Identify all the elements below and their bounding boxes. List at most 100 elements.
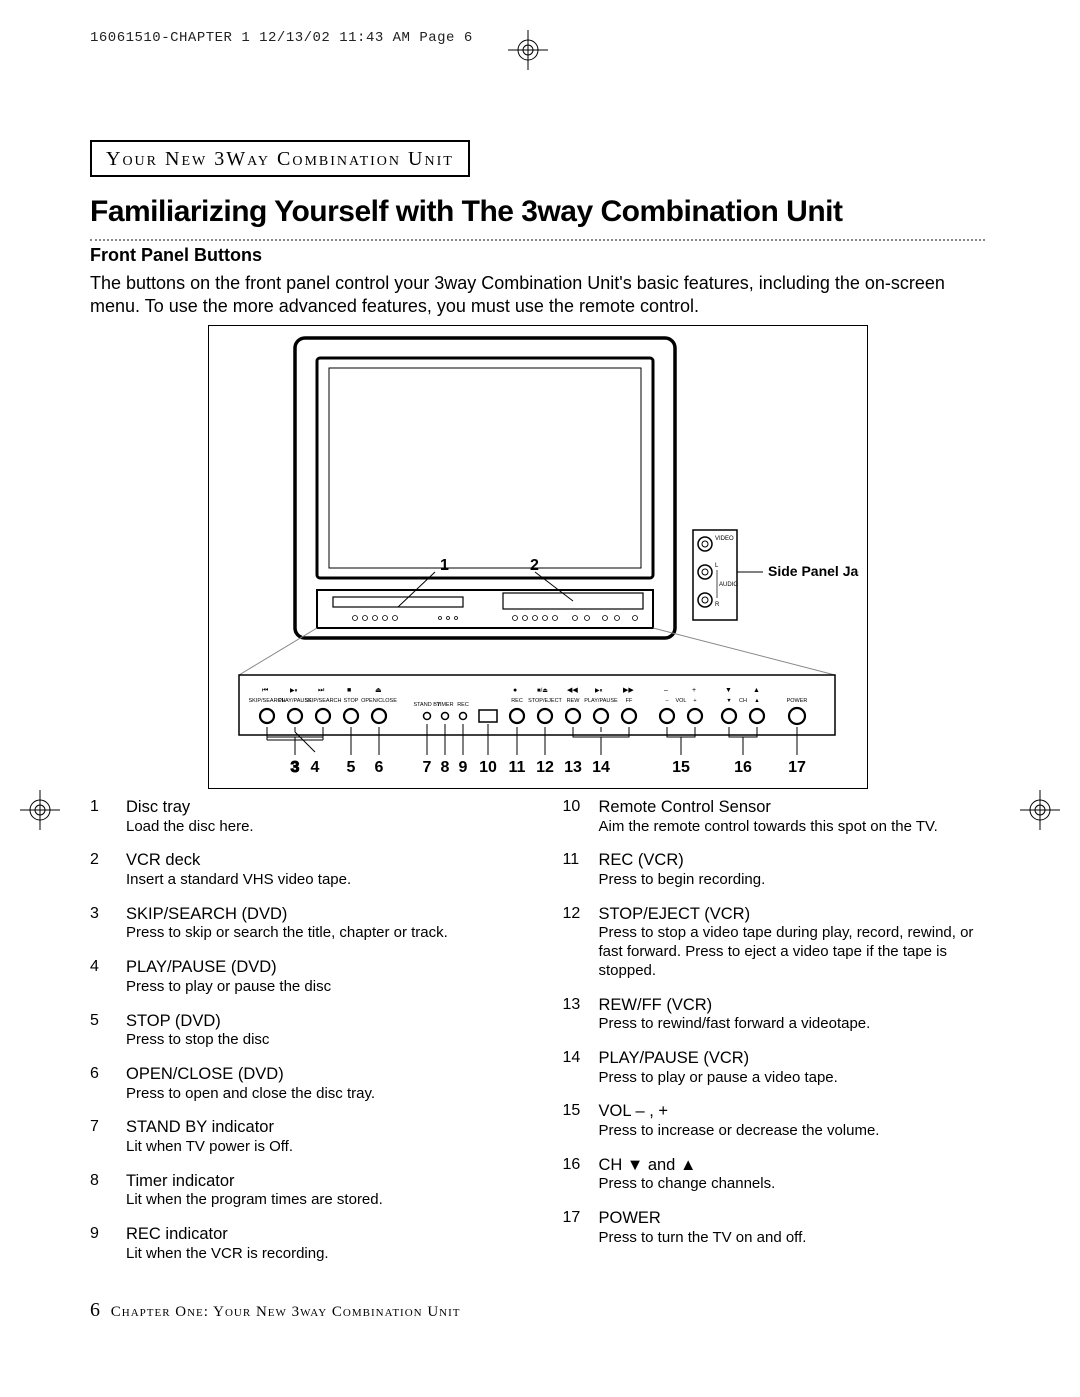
svg-text:9: 9 bbox=[458, 759, 467, 776]
svg-text:▶⏸: ▶⏸ bbox=[595, 688, 603, 694]
svg-text:–: – bbox=[664, 687, 668, 694]
item-number: 13 bbox=[563, 995, 581, 1034]
item-label: PLAY/PAUSE (VCR) bbox=[599, 1048, 838, 1069]
item-label: REC (VCR) bbox=[599, 850, 766, 871]
item-label: STAND BY indicator bbox=[126, 1117, 293, 1138]
item-label: STOP/EJECT (VCR) bbox=[599, 904, 986, 925]
item-desc: Press to change channels. bbox=[599, 1175, 776, 1194]
svg-text:+: + bbox=[692, 687, 696, 694]
svg-text:SKIP/SEARCH: SKIP/SEARCH bbox=[304, 698, 341, 704]
list-item: 4PLAY/PAUSE (DVD)Press to play or pause … bbox=[90, 957, 513, 996]
item-number: 8 bbox=[90, 1171, 108, 1210]
item-label: Remote Control Sensor bbox=[599, 797, 938, 818]
item-desc: Insert a standard VHS video tape. bbox=[126, 871, 351, 890]
item-desc: Press to rewind/fast forward a videotape… bbox=[599, 1015, 871, 1034]
list-item: 3 SKIP/SEARCH (DVD)Press to skip or searc… bbox=[90, 904, 513, 943]
svg-text:CH: CH bbox=[739, 698, 747, 704]
svg-text:–: – bbox=[665, 698, 669, 704]
list-item: 15VOL – , +Press to increase or decrease… bbox=[563, 1101, 986, 1140]
svg-text:REC: REC bbox=[511, 698, 523, 704]
list-item: 1Disc trayLoad the disc here. bbox=[90, 797, 513, 836]
svg-text:AUDIO: AUDIO bbox=[719, 582, 738, 588]
svg-text:▶▶: ▶▶ bbox=[623, 687, 634, 694]
svg-text:OPEN/CLOSE: OPEN/CLOSE bbox=[361, 698, 397, 704]
svg-text:⏮: ⏮ bbox=[262, 687, 268, 694]
item-desc: Press to increase or decrease the volume… bbox=[599, 1122, 880, 1141]
item-number: 11 bbox=[563, 850, 581, 889]
item-desc: Press to turn the TV on and off. bbox=[599, 1229, 807, 1248]
list-item: 9REC indicatorLit when the VCR is record… bbox=[90, 1224, 513, 1263]
item-number: 17 bbox=[563, 1208, 581, 1247]
registration-mark-left bbox=[20, 790, 60, 835]
svg-text:6: 6 bbox=[374, 759, 383, 776]
list-item: 7 STAND BY indicatorLit when TV power is … bbox=[90, 1117, 513, 1156]
item-label: REW/FF (VCR) bbox=[599, 995, 871, 1016]
list-item: 10Remote Control SensorAim the remote co… bbox=[563, 797, 986, 836]
item-number: 16 bbox=[563, 1155, 581, 1194]
svg-text:R: R bbox=[715, 602, 720, 608]
item-desc: Press to stop the disc bbox=[126, 1031, 269, 1050]
svg-text:PLAY/PAUSE: PLAY/PAUSE bbox=[584, 698, 618, 704]
svg-text:■/⏏: ■/⏏ bbox=[537, 688, 548, 694]
svg-text:17: 17 bbox=[788, 759, 806, 776]
side-panel-callout: Side Panel Jacks bbox=[768, 563, 859, 579]
svg-text:14: 14 bbox=[592, 759, 610, 776]
section-box: Your New 3Way Combination Unit bbox=[90, 140, 470, 177]
item-desc: Lit when TV power is Off. bbox=[126, 1138, 293, 1157]
item-number: 15 bbox=[563, 1101, 581, 1140]
svg-text:POWER: POWER bbox=[786, 698, 807, 704]
registration-mark-right bbox=[1020, 790, 1060, 835]
svg-text:REC: REC bbox=[457, 702, 469, 708]
intro-text: The buttons on the front panel control y… bbox=[90, 272, 985, 317]
item-number: 2 bbox=[90, 850, 108, 889]
list-item: 14 PLAY/PAUSE (VCR)Press to play or pause… bbox=[563, 1048, 986, 1087]
svg-text:STOP/EJECT: STOP/EJECT bbox=[528, 698, 562, 704]
svg-text:VOL: VOL bbox=[675, 698, 686, 704]
front-panel-figure: 1 2 VIDEO L AUDIO R Side Panel Jacks bbox=[208, 325, 868, 789]
page-footer: 6 Chapter One: Your New 3way Combination… bbox=[90, 1299, 985, 1322]
item-desc: Lit when the VCR is recording. bbox=[126, 1245, 329, 1264]
svg-text:7: 7 bbox=[422, 759, 431, 776]
svg-text:13: 13 bbox=[564, 759, 582, 776]
item-label: Timer indicator bbox=[126, 1171, 383, 1192]
svg-text:10: 10 bbox=[479, 759, 497, 776]
item-number: 5 bbox=[90, 1011, 108, 1050]
item-desc: Press to skip or search the title, chapt… bbox=[126, 924, 448, 943]
svg-text:11: 11 bbox=[508, 759, 525, 776]
item-desc: Lit when the program times are stored. bbox=[126, 1191, 383, 1210]
item-label: POWER bbox=[599, 1208, 807, 1229]
item-number: 10 bbox=[563, 797, 581, 836]
list-item: 2VCR deckInsert a standard VHS video tap… bbox=[90, 850, 513, 889]
svg-text:3: 3 bbox=[290, 759, 299, 776]
item-label: PLAY/PAUSE (DVD) bbox=[126, 957, 331, 978]
footer-chapter: Chapter One: Your New 3way Combination U… bbox=[111, 1304, 461, 1320]
page-number: 6 bbox=[90, 1299, 100, 1321]
item-desc: Press to play or pause a video tape. bbox=[599, 1069, 838, 1088]
item-label: REC indicator bbox=[126, 1224, 329, 1245]
item-label: CH ▼ and ▲ bbox=[599, 1155, 776, 1176]
svg-text:8: 8 bbox=[440, 759, 449, 776]
svg-text:⏭: ⏭ bbox=[318, 687, 325, 694]
item-desc: Press to open and close the disc tray. bbox=[126, 1085, 375, 1104]
item-number: 14 bbox=[563, 1048, 581, 1087]
svg-text:▲: ▲ bbox=[754, 698, 759, 704]
registration-mark-top bbox=[508, 30, 548, 70]
item-desc: Press to stop a video tape during play, … bbox=[599, 924, 986, 980]
list-item: 6OPEN/CLOSE (DVD)Press to open and close… bbox=[90, 1064, 513, 1103]
svg-text:TIMER: TIMER bbox=[436, 702, 453, 708]
svg-text:▼: ▼ bbox=[725, 687, 732, 694]
item-label: STOP (DVD) bbox=[126, 1011, 269, 1032]
item-number: 7 bbox=[90, 1117, 108, 1156]
list-item: 11REC (VCR)Press to begin recording. bbox=[563, 850, 986, 889]
svg-text:VIDEO: VIDEO bbox=[715, 536, 734, 542]
item-label: SKIP/SEARCH (DVD) bbox=[126, 904, 448, 925]
item-number: 3 bbox=[90, 904, 108, 943]
svg-text:L: L bbox=[715, 563, 719, 569]
svg-text:⏏: ⏏ bbox=[375, 687, 382, 694]
list-item: 13 REW/FF (VCR)Press to rewind/fast forwa… bbox=[563, 995, 986, 1034]
item-desc: Press to play or pause the disc bbox=[126, 978, 331, 997]
svg-text:16: 16 bbox=[734, 759, 752, 776]
list-item: 5 STOP (DVD)Press to stop the disc bbox=[90, 1011, 513, 1050]
svg-text:4: 4 bbox=[310, 759, 319, 776]
svg-text:+: + bbox=[693, 698, 696, 704]
